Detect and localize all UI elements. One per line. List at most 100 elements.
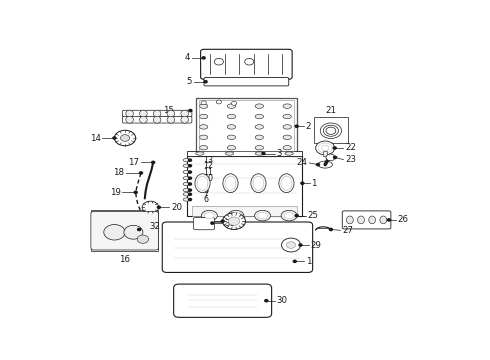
Text: 13: 13 <box>203 156 213 165</box>
Circle shape <box>333 147 336 149</box>
Text: 9: 9 <box>203 180 208 189</box>
Circle shape <box>265 300 268 302</box>
Ellipse shape <box>140 110 147 117</box>
Circle shape <box>287 242 295 248</box>
Text: 26: 26 <box>397 215 408 224</box>
Ellipse shape <box>358 216 365 224</box>
FancyBboxPatch shape <box>173 284 271 318</box>
Ellipse shape <box>255 152 264 155</box>
Circle shape <box>204 81 207 83</box>
Ellipse shape <box>284 212 294 219</box>
Ellipse shape <box>199 125 208 129</box>
Circle shape <box>216 100 221 104</box>
Circle shape <box>329 228 332 231</box>
FancyBboxPatch shape <box>122 116 192 123</box>
Ellipse shape <box>253 176 264 190</box>
Ellipse shape <box>196 152 204 155</box>
FancyBboxPatch shape <box>200 49 292 79</box>
Ellipse shape <box>199 114 208 119</box>
Ellipse shape <box>283 145 292 150</box>
Circle shape <box>262 152 265 155</box>
Bar <box>187 156 302 216</box>
FancyBboxPatch shape <box>187 151 302 156</box>
Circle shape <box>189 165 192 167</box>
Ellipse shape <box>251 174 266 193</box>
Text: 20: 20 <box>171 203 182 212</box>
Bar <box>91 210 158 251</box>
Ellipse shape <box>255 114 264 119</box>
Text: 30: 30 <box>276 296 287 305</box>
Circle shape <box>189 109 192 112</box>
Ellipse shape <box>281 176 292 190</box>
Text: 23: 23 <box>345 155 356 164</box>
Circle shape <box>113 137 116 139</box>
Circle shape <box>317 163 319 166</box>
Bar <box>314 117 348 143</box>
Ellipse shape <box>140 116 147 123</box>
Bar <box>196 98 297 155</box>
FancyBboxPatch shape <box>194 217 215 230</box>
Text: 14: 14 <box>90 134 101 143</box>
Ellipse shape <box>223 174 238 193</box>
Circle shape <box>202 57 205 59</box>
Ellipse shape <box>227 145 236 150</box>
Circle shape <box>140 172 143 174</box>
Ellipse shape <box>227 114 236 119</box>
Text: 2: 2 <box>305 122 311 131</box>
Ellipse shape <box>258 212 268 219</box>
Ellipse shape <box>279 174 294 193</box>
Circle shape <box>115 130 136 146</box>
Ellipse shape <box>228 210 244 221</box>
Circle shape <box>228 217 240 225</box>
Ellipse shape <box>167 110 175 117</box>
Ellipse shape <box>199 145 208 150</box>
Text: 15: 15 <box>163 106 173 115</box>
Bar <box>192 206 297 216</box>
Text: 17: 17 <box>128 158 140 167</box>
Circle shape <box>299 244 302 246</box>
Text: 4: 4 <box>185 53 190 62</box>
Circle shape <box>189 198 192 201</box>
FancyBboxPatch shape <box>162 222 313 273</box>
FancyBboxPatch shape <box>91 211 158 250</box>
Ellipse shape <box>227 125 236 129</box>
Ellipse shape <box>255 125 264 129</box>
Ellipse shape <box>346 216 353 224</box>
Text: 19: 19 <box>110 188 121 197</box>
Ellipse shape <box>283 125 292 129</box>
Ellipse shape <box>283 114 292 119</box>
Circle shape <box>245 58 254 65</box>
Circle shape <box>142 201 159 213</box>
Bar <box>323 151 327 156</box>
Text: 1: 1 <box>312 179 317 188</box>
Ellipse shape <box>181 110 189 117</box>
Ellipse shape <box>183 158 190 162</box>
Text: 16: 16 <box>119 255 130 264</box>
Text: 24: 24 <box>297 158 308 167</box>
Text: 1: 1 <box>306 257 311 266</box>
Ellipse shape <box>225 152 234 155</box>
Circle shape <box>189 177 192 179</box>
Circle shape <box>214 58 223 65</box>
Circle shape <box>316 141 335 155</box>
Text: 7: 7 <box>203 190 208 199</box>
Ellipse shape <box>167 116 175 123</box>
Circle shape <box>301 182 304 184</box>
Circle shape <box>334 156 337 158</box>
Text: 27: 27 <box>342 226 353 235</box>
FancyBboxPatch shape <box>204 77 289 86</box>
Circle shape <box>189 159 192 161</box>
Text: 22: 22 <box>345 144 356 153</box>
Text: 28: 28 <box>200 217 212 226</box>
Text: 31: 31 <box>224 219 236 228</box>
Circle shape <box>138 228 141 231</box>
Ellipse shape <box>195 174 210 193</box>
Ellipse shape <box>199 104 208 108</box>
Text: 12: 12 <box>203 161 214 170</box>
Ellipse shape <box>126 116 133 123</box>
Circle shape <box>388 219 391 221</box>
Text: 29: 29 <box>311 240 321 249</box>
Circle shape <box>222 213 245 229</box>
Ellipse shape <box>183 188 190 192</box>
Circle shape <box>326 154 335 161</box>
